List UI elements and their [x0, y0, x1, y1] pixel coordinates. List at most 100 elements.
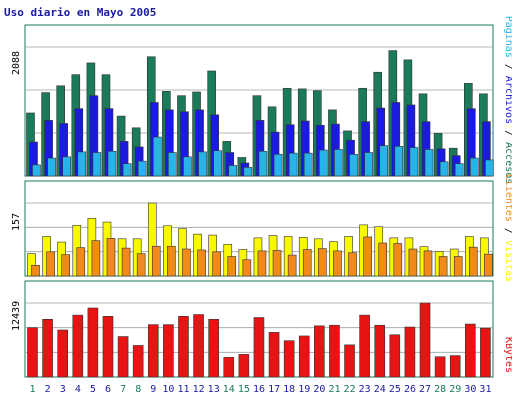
bar-visitors-clientes — [272, 250, 282, 277]
x-tick-label: 14 — [223, 384, 235, 395]
legend-entry: Clientes — [503, 174, 512, 222]
bar-traffic-páginas — [485, 159, 494, 177]
x-tick-label: 28 — [434, 384, 446, 395]
x-tick-label: 21 — [328, 384, 340, 395]
x-tick-label: 13 — [208, 384, 220, 395]
axis-max-label-kbytes: 12439 — [11, 301, 22, 331]
bar-visitors-clientes — [91, 240, 101, 277]
bar-traffic-páginas — [137, 160, 147, 177]
bar-kbytes-kbytes — [344, 344, 355, 378]
bar-visitors-clientes — [484, 253, 493, 277]
bar-kbytes-kbytes — [359, 314, 370, 378]
bar-traffic-páginas — [273, 154, 283, 177]
bar-visitors-clientes — [167, 245, 176, 277]
x-tick-label: 30 — [464, 384, 476, 395]
x-tick-label: 11 — [177, 384, 189, 395]
bar-traffic-páginas — [47, 157, 56, 177]
bar-traffic-páginas — [258, 150, 268, 177]
chart-title: Uso diario en Mayo 2005 — [4, 6, 156, 19]
bar-visitors-clientes — [46, 251, 55, 277]
bar-visitors-clientes — [287, 254, 297, 277]
bar-traffic-páginas — [77, 151, 87, 177]
x-tick-label: 10 — [162, 384, 174, 395]
bar-visitors-clientes — [212, 251, 221, 277]
bar-kbytes-kbytes — [314, 325, 325, 378]
legend-visitors: Clientes / Visitas — [503, 174, 512, 282]
bar-kbytes-kbytes — [283, 340, 295, 378]
x-tick-label: 3 — [60, 384, 66, 395]
bar-traffic-páginas — [379, 145, 389, 177]
bar-traffic-páginas — [364, 152, 373, 177]
bar-traffic-páginas — [92, 152, 102, 177]
axis-max-label-traffic: 2088 — [11, 51, 22, 75]
bar-visitors-clientes — [61, 254, 70, 277]
x-tick-label: 6 — [105, 384, 111, 395]
bar-kbytes-kbytes — [389, 334, 401, 378]
bar-kbytes-kbytes — [57, 329, 68, 378]
x-tick-label: 27 — [419, 384, 431, 395]
x-tick-label: 5 — [90, 384, 96, 395]
bar-visitors-clientes — [227, 256, 237, 277]
x-tick-label: 23 — [359, 384, 371, 395]
bar-kbytes-kbytes — [465, 323, 476, 378]
bar-traffic-páginas — [303, 152, 313, 177]
x-tick-label: 8 — [135, 384, 141, 395]
bar-kbytes-kbytes — [238, 354, 250, 378]
bar-traffic-páginas — [107, 150, 117, 177]
bar-visitors-clientes — [469, 246, 478, 277]
bar-traffic-páginas — [454, 163, 464, 177]
bar-visitors-clientes — [31, 265, 40, 277]
bar-traffic-páginas — [243, 167, 253, 177]
bar-traffic-páginas — [168, 152, 177, 177]
bar-visitors-clientes — [182, 248, 191, 277]
x-tick-label: 9 — [150, 384, 156, 395]
bar-visitors-clientes — [363, 236, 372, 277]
legend-separator: / — [503, 124, 512, 142]
bar-kbytes-kbytes — [42, 318, 53, 378]
bar-visitors-clientes — [318, 248, 327, 277]
bar-visitors-clientes — [423, 250, 433, 277]
bar-visitors-clientes — [257, 250, 267, 277]
bar-traffic-páginas — [32, 164, 41, 177]
bar-kbytes-kbytes — [178, 316, 189, 378]
x-tick-label: 1 — [30, 384, 36, 395]
x-tick-label: 25 — [389, 384, 401, 395]
bar-kbytes-kbytes — [404, 326, 416, 378]
bar-kbytes-kbytes — [434, 356, 446, 378]
bar-kbytes-kbytes — [419, 302, 431, 378]
bar-visitors-clientes — [76, 247, 86, 277]
bar-traffic-páginas — [228, 165, 238, 177]
legend-entry: Accesos — [503, 142, 512, 184]
bar-visitors-clientes — [106, 238, 116, 277]
bar-kbytes-kbytes — [193, 314, 204, 378]
bar-traffic-páginas — [409, 147, 419, 177]
bar-visitors-clientes — [121, 247, 131, 277]
x-tick-label: 24 — [374, 384, 386, 395]
legend-entry: KBytes — [503, 337, 512, 373]
x-tick-label: 20 — [313, 384, 325, 395]
bar-kbytes-kbytes — [268, 332, 280, 378]
bar-kbytes-kbytes — [223, 357, 235, 378]
bar-traffic-páginas — [424, 149, 434, 177]
x-tick-label: 29 — [449, 384, 461, 395]
legend-entry: Visitas — [503, 240, 512, 282]
bar-visitors-clientes — [151, 245, 161, 277]
x-tick-label: 22 — [344, 384, 356, 395]
bar-traffic-páginas — [198, 151, 207, 177]
bar-traffic-páginas — [334, 149, 343, 177]
bar-traffic-páginas — [62, 156, 71, 177]
bar-visitors-clientes — [197, 249, 206, 277]
bar-visitors-clientes — [302, 249, 312, 277]
bar-kbytes-kbytes — [102, 316, 114, 378]
x-tick-label: 16 — [253, 384, 265, 395]
x-tick-label: 15 — [238, 384, 250, 395]
x-tick-label: 4 — [75, 384, 81, 395]
bar-kbytes-kbytes — [27, 327, 38, 378]
bar-traffic-páginas — [122, 163, 132, 177]
x-tick-label: 18 — [283, 384, 295, 395]
bar-kbytes-kbytes — [163, 324, 174, 378]
bar-kbytes-kbytes — [480, 327, 491, 378]
x-tick-label: 7 — [120, 384, 126, 395]
axis-max-label-visitors: 157 — [11, 213, 22, 231]
